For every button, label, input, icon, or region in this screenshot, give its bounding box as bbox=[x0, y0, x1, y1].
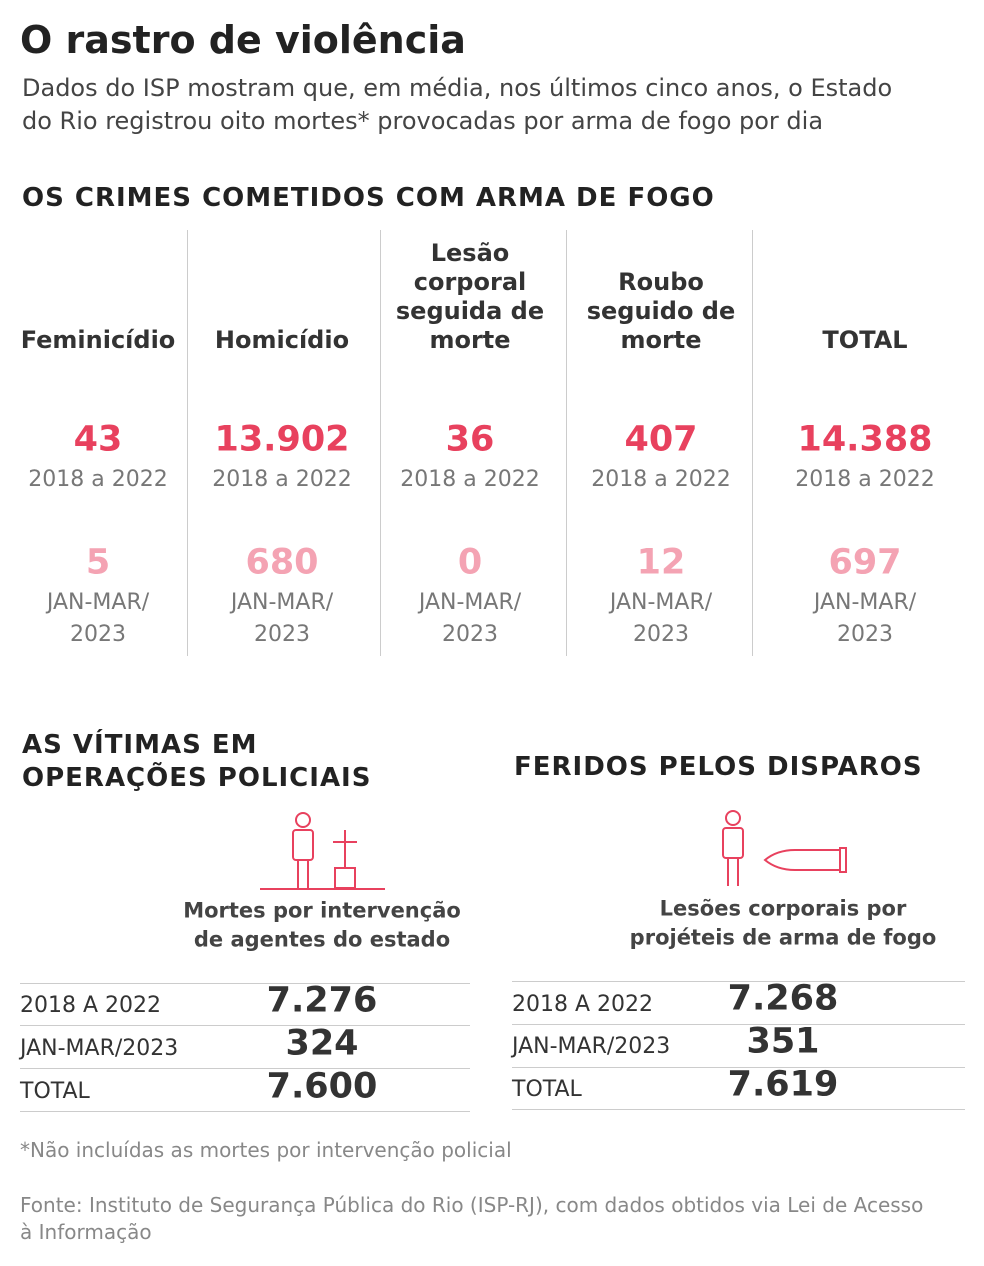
period-label: 2023 bbox=[70, 622, 126, 647]
subtitle: Dados do ISP mostram que, em média, nos … bbox=[22, 74, 893, 102]
period-label: JAN-MAR/ bbox=[46, 590, 150, 615]
footnote: *Não incluídas as mortes por intervenção… bbox=[20, 1138, 512, 1162]
row-divider bbox=[512, 1024, 965, 1025]
period-label: JAN-MAR/ bbox=[813, 590, 917, 615]
period-label: 2018 a 2022 bbox=[591, 467, 731, 492]
total-value: 14.388 bbox=[797, 419, 933, 460]
panel-caption: Mortes por intervenção bbox=[183, 898, 461, 923]
column-label: Lesão bbox=[430, 239, 510, 267]
row-value: 324 bbox=[285, 1023, 359, 1064]
column-label: corporal bbox=[413, 268, 527, 296]
recent-value: 697 bbox=[828, 542, 902, 583]
panel-heading: FERIDOS PELOS DISPAROS bbox=[514, 752, 923, 782]
total-value: 407 bbox=[624, 419, 698, 460]
row-divider bbox=[20, 983, 470, 984]
row-value: 7.619 bbox=[727, 1064, 839, 1105]
period-label: 2018 a 2022 bbox=[28, 467, 168, 492]
column-label: seguido de bbox=[586, 297, 736, 325]
row-divider bbox=[512, 981, 965, 982]
column-divider bbox=[380, 230, 381, 656]
subtitle: do Rio registrou oito mortes* provocadas… bbox=[22, 107, 824, 135]
column-divider bbox=[566, 230, 567, 656]
row-value: 351 bbox=[746, 1021, 820, 1062]
row-value: 7.276 bbox=[266, 980, 378, 1021]
total-value: 43 bbox=[73, 419, 123, 460]
column-label: seguida de bbox=[395, 297, 545, 325]
title: O rastro de violência bbox=[20, 18, 466, 62]
period-label: 2018 a 2022 bbox=[400, 467, 540, 492]
column-label: Homicídio bbox=[214, 326, 350, 354]
recent-value: 5 bbox=[85, 542, 111, 583]
period-label: JAN-MAR/ bbox=[418, 590, 522, 615]
period-label: JAN-MAR/ bbox=[609, 590, 713, 615]
source: Fonte: Instituto de Segurança Pública do… bbox=[20, 1193, 924, 1217]
column-label: Roubo bbox=[618, 268, 704, 296]
row-value: 7.268 bbox=[727, 978, 839, 1019]
row-label: JAN-MAR/2023 bbox=[512, 1034, 671, 1059]
row-divider bbox=[20, 1068, 470, 1069]
total-value: 36 bbox=[445, 419, 495, 460]
row-label: JAN-MAR/2023 bbox=[20, 1036, 179, 1061]
period-label: 2018 a 2022 bbox=[795, 467, 935, 492]
row-divider bbox=[512, 1109, 965, 1110]
column-divider bbox=[752, 230, 753, 656]
panel-caption: projéteis de arma de fogo bbox=[629, 925, 937, 950]
column-label: Feminicídio bbox=[20, 326, 176, 354]
panel-caption: Lesões corporais por bbox=[659, 896, 907, 921]
row-divider bbox=[20, 1025, 470, 1026]
panel-heading: AS VÍTIMAS EM bbox=[22, 730, 258, 760]
death-icon bbox=[260, 812, 385, 890]
source: à Informação bbox=[20, 1220, 152, 1244]
period-label: 2018 a 2022 bbox=[212, 467, 352, 492]
section-heading: OS CRIMES COMETIDOS COM ARMA DE FOGO bbox=[22, 183, 715, 213]
total-value: 13.902 bbox=[214, 419, 350, 460]
injury-icon bbox=[722, 810, 847, 886]
column-label: morte bbox=[620, 326, 702, 354]
row-value: 7.600 bbox=[266, 1066, 378, 1107]
row-label: TOTAL bbox=[20, 1079, 90, 1104]
row-divider bbox=[20, 1111, 470, 1112]
period-label: JAN-MAR/ bbox=[230, 590, 334, 615]
recent-value: 0 bbox=[457, 542, 483, 583]
row-label: 2018 A 2022 bbox=[512, 992, 654, 1017]
row-divider bbox=[512, 1067, 965, 1068]
panel-caption: de agentes do estado bbox=[193, 927, 451, 952]
recent-value: 680 bbox=[245, 542, 319, 583]
row-label: 2018 A 2022 bbox=[20, 993, 162, 1018]
panel-heading: OPERAÇÕES POLICIAIS bbox=[22, 763, 372, 793]
column-label: morte bbox=[429, 326, 511, 354]
period-label: 2023 bbox=[254, 622, 310, 647]
period-label: 2023 bbox=[442, 622, 498, 647]
column-divider bbox=[187, 230, 188, 656]
period-label: 2023 bbox=[633, 622, 689, 647]
column-label: TOTAL bbox=[822, 326, 908, 354]
row-label: TOTAL bbox=[512, 1077, 582, 1102]
period-label: 2023 bbox=[837, 622, 893, 647]
recent-value: 12 bbox=[636, 542, 686, 583]
